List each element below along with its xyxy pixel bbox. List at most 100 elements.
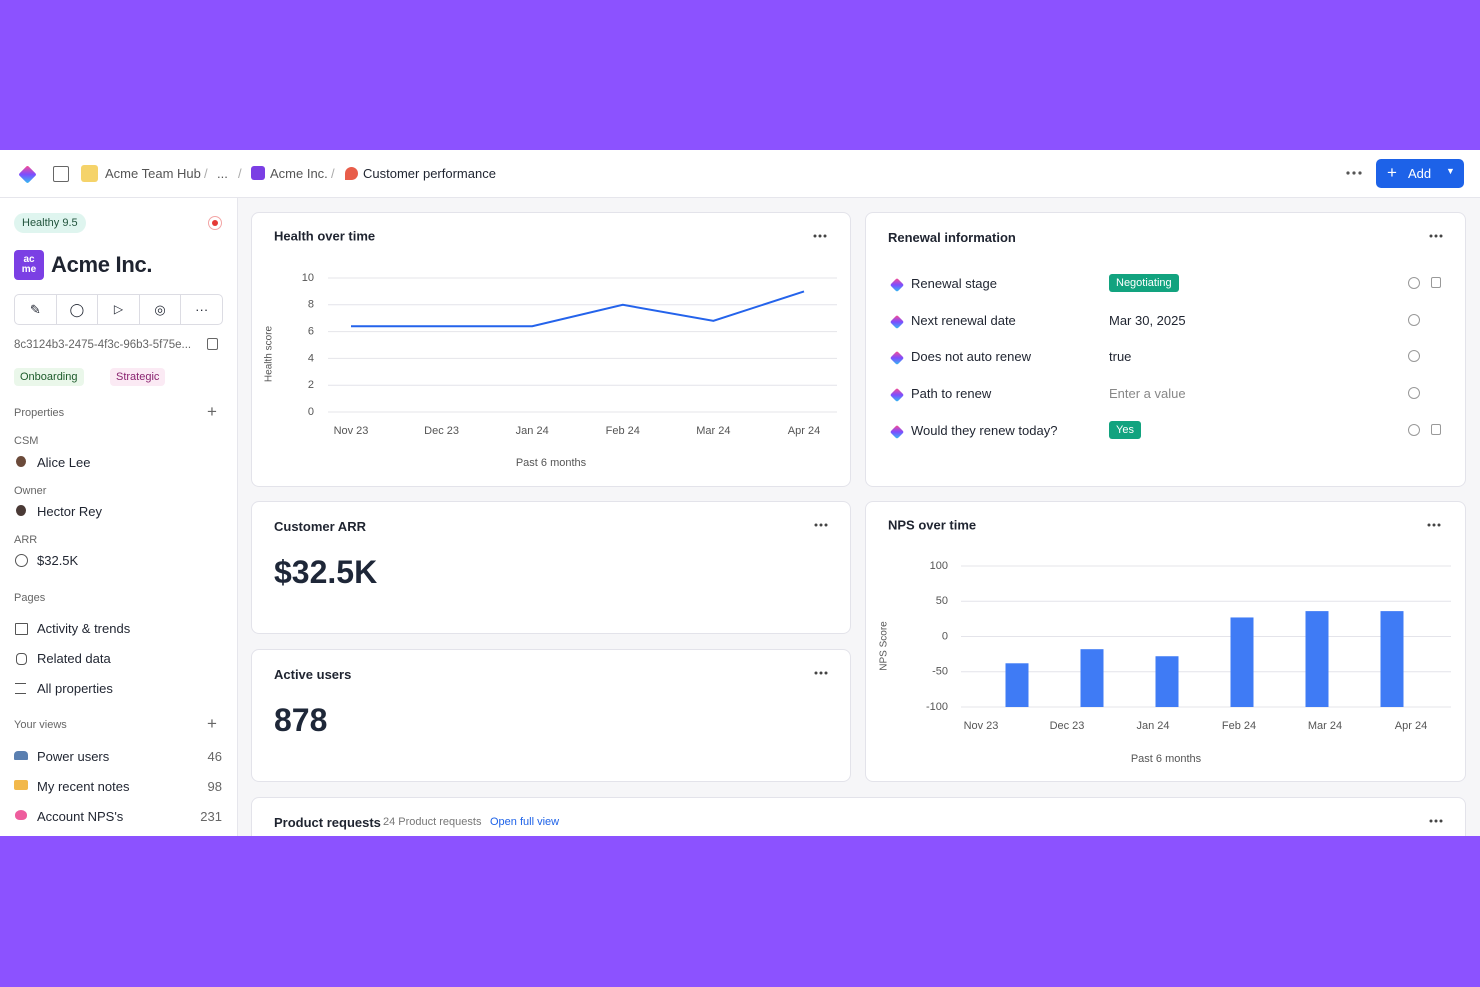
menu-dot (818, 234, 822, 238)
arr-card: Customer ARR $32.5K (251, 501, 851, 634)
tag[interactable]: Strategic (110, 368, 166, 386)
section-title: Properties (14, 407, 65, 419)
menu-dot (1432, 523, 1436, 527)
currency-icon (15, 554, 28, 567)
nps-chart: NPS over time -100 -50 0 50 100 Nov 23 Dec 23 Ja… (879, 517, 1451, 765)
page-icon (16, 653, 27, 665)
row-value: Negotiating (1109, 274, 1179, 292)
more-button[interactable] (1345, 170, 1363, 176)
info-icon (1408, 350, 1420, 363)
menu-dot (1437, 523, 1441, 527)
property-value: Alice Lee (37, 455, 91, 470)
copy-icon (1431, 423, 1441, 435)
line (351, 290, 805, 328)
health-chart: Health over time 0 2 4 6 8 10 Nov 23 Dec 23 Jan 2… (264, 228, 837, 469)
x-tick-label: Mar 24 (696, 425, 730, 437)
info-icon (1408, 277, 1420, 289)
avatar (16, 505, 26, 516)
row-icon (889, 424, 905, 439)
property-label: CSM (14, 435, 39, 447)
card-menu[interactable] (814, 671, 828, 675)
view-link[interactable]: Power users (37, 749, 110, 764)
add-view[interactable]: + (207, 714, 217, 733)
page-link[interactable]: All properties (37, 681, 113, 696)
page-link[interactable]: Related data (37, 651, 111, 666)
nps-card: NPS over time -100 -50 0 50 100 Nov 23 Dec 23 Ja… (865, 501, 1466, 782)
separator: / (331, 166, 335, 181)
x-tick-label: Nov 23 (964, 720, 999, 732)
breadcrumb[interactable]: Acme Inc. (270, 166, 328, 181)
separator: / (238, 166, 242, 181)
property-label: Owner (14, 485, 47, 497)
edit-action[interactable]: ✎ (15, 295, 57, 324)
x-tick-label: Dec 23 (424, 425, 459, 437)
bar (1080, 649, 1104, 707)
page-icon (15, 683, 26, 694)
company-name: Acme Inc. (51, 252, 153, 277)
hub-icon (81, 165, 98, 182)
breadcrumb[interactable]: Acme Team Hub (105, 166, 201, 181)
requests-card: Product requests 24 Product requests Ope… (251, 797, 1466, 836)
card-menu[interactable] (1429, 819, 1443, 823)
avatar (16, 456, 26, 467)
y-tick-label: 10 (302, 272, 314, 284)
y-tick-label: 2 (308, 379, 314, 391)
x-tick-label: Feb 24 (606, 425, 640, 437)
action-bar: ✎ ◯ ▷ ◎ ··· (14, 294, 223, 325)
x-tick-label: Jan 24 (1136, 720, 1169, 732)
app-logo (18, 165, 37, 184)
row-label: Would they renew today? (911, 422, 1058, 438)
property-value: $32.5K (37, 553, 79, 568)
topbar: Acme Team Hub / ... / Acme Inc. / Custom… (0, 150, 1480, 198)
renewal-card: Renewal information Renewal stage Negotia… (865, 212, 1466, 487)
bar (1305, 611, 1329, 707)
add-property[interactable]: + (207, 402, 217, 421)
view-icon (14, 751, 28, 760)
health-card: Health over time 0 2 4 6 8 10 Nov 23 Dec 23 Jan 2… (251, 212, 851, 487)
card-menu[interactable] (814, 523, 828, 527)
x-tick-label: Nov 23 (334, 425, 369, 437)
app: Acme Team Hub / ... / Acme Inc. / Custom… (0, 150, 1480, 836)
tag[interactable]: Onboarding (14, 368, 84, 386)
row-value: Yes (1109, 420, 1141, 439)
copy-icon[interactable] (207, 338, 218, 350)
section-title: Pages (14, 592, 46, 604)
y-tick-label: 50 (936, 595, 948, 607)
card-menu[interactable] (1429, 234, 1443, 238)
metric-value: 878 (274, 702, 328, 738)
add-button[interactable]: + Add ▼ (1376, 159, 1464, 188)
mention-action[interactable]: ◎ (140, 295, 182, 324)
company-logo: ac me (14, 250, 44, 280)
add-label: Add (1408, 166, 1432, 181)
task-action[interactable]: ◯ (57, 295, 99, 324)
info-icon (1408, 313, 1420, 326)
row-value: Mar 30, 2025 (1109, 312, 1186, 328)
y-tick-label: 0 (308, 406, 314, 418)
sidebar-toggle[interactable] (53, 166, 69, 182)
view-icon (14, 780, 28, 790)
send-action[interactable]: ▷ (98, 295, 140, 324)
more-action[interactable]: ··· (195, 302, 209, 317)
x-tick-label: Feb 24 (1222, 720, 1256, 732)
row-label: Does not auto renew (911, 349, 1031, 365)
row-value: Enter a value (1109, 386, 1186, 402)
breadcrumb[interactable]: ... (217, 166, 228, 181)
company-icon (251, 166, 265, 180)
logo-text: ac (23, 254, 35, 265)
bar (1380, 611, 1404, 707)
row-icon (889, 351, 905, 366)
request-count: 24 Product requests (383, 816, 482, 828)
view-link[interactable]: My recent notes (37, 779, 130, 794)
view-link[interactable]: Account NPS's (37, 809, 124, 824)
property-label: ARR (14, 534, 38, 546)
y-tick-label: 8 (308, 299, 314, 311)
page-link[interactable]: Activity & trends (37, 621, 131, 636)
page-icon (345, 167, 358, 180)
open-link[interactable]: Open full view (490, 816, 560, 828)
card-title: Renewal information (888, 230, 1016, 245)
breadcrumb: Customer performance (363, 166, 496, 181)
users-card: Active users 878 (251, 649, 851, 782)
bar (1155, 656, 1179, 707)
y-tick-label: 100 (930, 560, 948, 572)
